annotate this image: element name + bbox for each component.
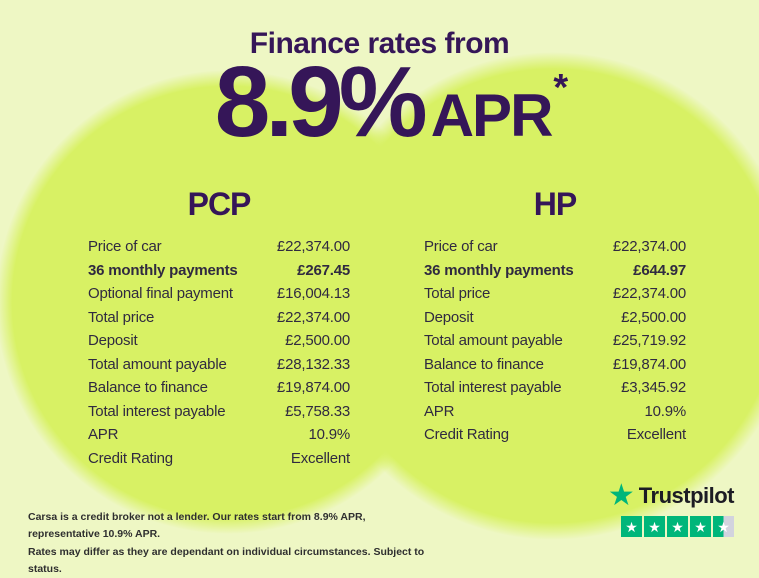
row-label: Total interest payable	[424, 379, 562, 396]
trustpilot-wordmark: Trustpilot	[638, 483, 735, 508]
row-value: £19,874.00	[276, 379, 350, 396]
table-row: 36 monthly payments £267.45	[88, 262, 350, 286]
row-value: Excellent	[626, 426, 686, 443]
trustpilot-half-star-box: ★	[713, 516, 734, 537]
trustpilot-star-box: ★	[621, 516, 642, 537]
table-row: Total amount payable £25,719.92	[424, 332, 686, 356]
disclaimer-text: Carsa is a credit broker not a lender. O…	[28, 509, 428, 578]
green-circle-right	[309, 52, 759, 540]
row-value: £2,500.00	[621, 308, 686, 326]
table-row: Price of car £22,374.00	[88, 238, 350, 262]
table-row: Total interest payable £3,345.92	[424, 379, 686, 403]
row-value: £22,374.00	[276, 238, 350, 255]
hp-table: HP Price of car £22,374.00 36 monthly pa…	[424, 186, 686, 450]
row-label: 36 monthly payments	[424, 261, 574, 279]
row-label: Credit Rating	[88, 449, 173, 467]
trustpilot-rating-stars: ★ ★ ★ ★ ★	[621, 516, 734, 537]
row-label: Total amount payable	[88, 355, 227, 373]
table-row: Total price £22,374.00	[88, 309, 350, 333]
star-icon: ★	[625, 518, 638, 535]
table-row: Price of car £22,374.00	[424, 238, 686, 262]
page-title: Finance rates from	[249, 27, 510, 60]
table-row: Deposit £2,500.00	[424, 309, 686, 333]
row-value: £22,374.00	[612, 238, 686, 255]
table-row: Balance to finance £19,874.00	[424, 356, 686, 380]
row-label: Balance to finance	[424, 355, 544, 373]
row-value: £28,132.33	[276, 355, 350, 373]
row-label: Total price	[424, 285, 491, 302]
table-row: Total interest payable £5,758.33	[88, 403, 350, 427]
table-row: APR 10.9%	[424, 403, 686, 427]
row-label: Price of car	[424, 238, 498, 255]
row-label: Deposit	[88, 332, 138, 349]
row-value: £16,004.13	[276, 285, 350, 302]
row-value: £644.97	[633, 261, 686, 279]
star-icon: ★	[717, 518, 730, 535]
star-icon: ★	[648, 518, 661, 535]
table-row: Credit Rating Excellent	[88, 450, 350, 474]
trustpilot-star-box: ★	[690, 516, 711, 537]
trustpilot-star-box: ★	[644, 516, 665, 537]
headline-rate: 8.9%	[214, 46, 428, 158]
trustpilot-star-box: ★	[667, 516, 688, 537]
pcp-heading: PCP	[187, 186, 252, 222]
row-value: £22,374.00	[612, 285, 686, 302]
row-label: APR	[88, 426, 119, 443]
row-label: 36 monthly payments	[88, 261, 238, 279]
row-value: £5,758.33	[285, 402, 350, 420]
trustpilot-logo: ★ Trustpilot	[607, 479, 735, 512]
disclaimer-line: Rates may differ as they are dependant o…	[28, 545, 425, 575]
table-row: Balance to finance £19,874.00	[88, 379, 350, 403]
row-label: Price of car	[88, 238, 162, 255]
apr-label: APR	[430, 82, 554, 149]
row-value: £3,345.92	[621, 379, 686, 396]
pcp-table: PCP Price of car £22,374.00 36 monthly p…	[88, 186, 350, 473]
row-label: Balance to finance	[88, 379, 208, 396]
row-label: Total amount payable	[424, 332, 563, 349]
row-value: £267.45	[297, 261, 350, 279]
row-label: Credit Rating	[424, 426, 509, 443]
row-value: £19,874.00	[612, 355, 686, 373]
table-row: Optional final payment £16,004.13	[88, 285, 350, 309]
row-value: £25,719.92	[612, 332, 686, 349]
row-value: 10.9%	[308, 426, 350, 443]
table-row: 36 monthly payments £644.97	[424, 262, 686, 286]
row-label: Total price	[88, 308, 155, 326]
row-label: Total interest payable	[88, 402, 226, 420]
disclaimer-line: Carsa is a credit broker not a lender. O…	[28, 511, 366, 541]
table-row: Credit Rating Excellent	[424, 426, 686, 450]
row-value: £22,374.00	[276, 308, 350, 326]
row-label: Deposit	[424, 308, 474, 326]
star-icon: ★	[671, 518, 684, 535]
trustpilot-star-icon: ★	[607, 479, 635, 512]
apr-footnote-asterisk: *	[553, 67, 569, 109]
table-row: Total price £22,374.00	[424, 285, 686, 309]
row-value: £2,500.00	[285, 332, 350, 349]
table-row: APR 10.9%	[88, 426, 350, 450]
star-icon: ★	[694, 518, 707, 535]
table-row: Deposit £2,500.00	[88, 332, 350, 356]
row-value: Excellent	[290, 449, 350, 467]
headline-rate-group: 8.9% APR *	[12, 52, 759, 152]
row-value: 10.9%	[644, 402, 686, 420]
row-label: Optional final payment	[88, 285, 233, 302]
table-row: Total amount payable £28,132.33	[88, 356, 350, 380]
hp-heading: HP	[533, 186, 577, 222]
row-label: APR	[424, 402, 455, 420]
trustpilot-badge[interactable]: ★ Trustpilot ★ ★ ★ ★ ★	[607, 479, 735, 537]
